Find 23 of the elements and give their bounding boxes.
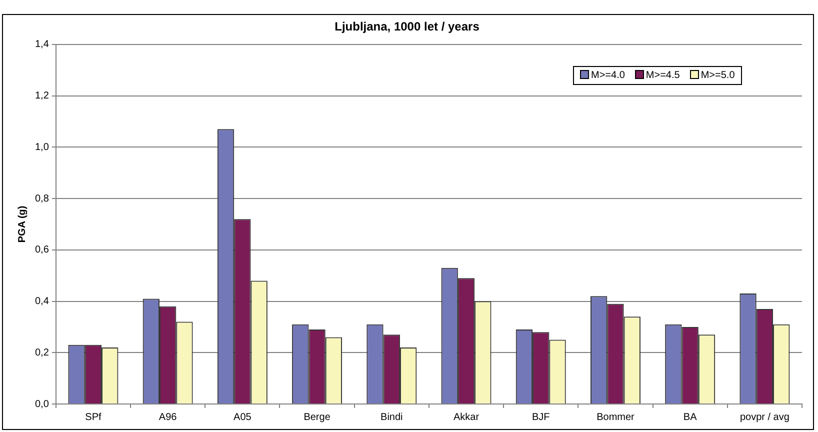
x-tick-label: BA xyxy=(683,412,698,423)
chart-title: Ljubljana, 1000 let / years xyxy=(334,20,480,34)
x-tick-label: Akkar xyxy=(453,412,480,423)
x-tick-label: SPf xyxy=(85,412,102,423)
y-tick-label: 0,8 xyxy=(34,193,50,204)
x-tick-label: povpr / avg xyxy=(740,412,790,423)
legend-label: M>=5.0 xyxy=(700,70,735,82)
x-tick-label: Bommer xyxy=(596,412,636,423)
legend-label: M>=4.5 xyxy=(644,70,680,82)
x-tick-label: Bindi xyxy=(380,412,403,423)
y-tick-label: 0,2 xyxy=(34,347,50,358)
legend-label: M>=4.0 xyxy=(590,70,625,82)
y-tick-label: 1,0 xyxy=(34,142,50,153)
x-tick-label: A05 xyxy=(234,412,252,423)
y-tick-label: 0,0 xyxy=(34,398,50,410)
x-tick-label: Berge xyxy=(304,412,331,423)
x-tick-label: A96 xyxy=(158,412,178,423)
y-tick-label: 0,6 xyxy=(34,244,50,256)
x-tick-label: BJF xyxy=(532,412,550,423)
y-tick-label: 1,4 xyxy=(34,39,50,50)
y-tick-label: 1,2 xyxy=(34,90,50,102)
y-axis-title: PGA (g) xyxy=(16,206,28,243)
y-tick-label: 0,4 xyxy=(34,296,50,308)
